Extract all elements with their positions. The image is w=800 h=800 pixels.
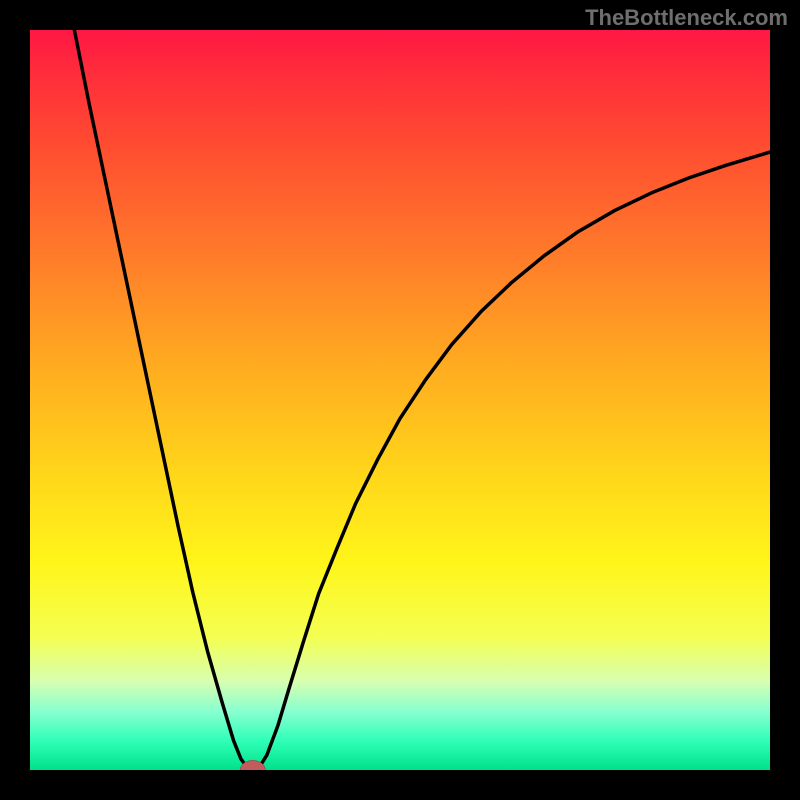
bottleneck-chart bbox=[30, 30, 770, 770]
watermark-text: TheBottleneck.com bbox=[585, 5, 788, 31]
gradient-background bbox=[30, 30, 770, 770]
plot-area bbox=[30, 30, 770, 770]
